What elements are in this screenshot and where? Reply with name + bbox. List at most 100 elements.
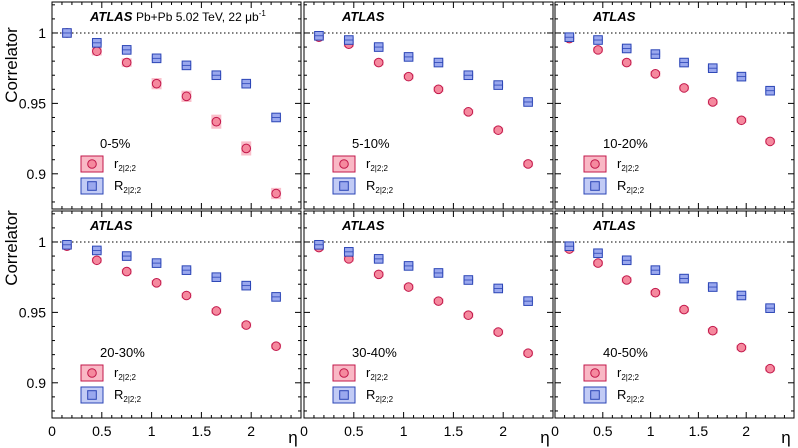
legend-main: r (617, 365, 622, 380)
legend-main: R (617, 387, 626, 402)
point-r (403, 282, 414, 292)
x-tick-label: 0.5 (92, 423, 112, 439)
legend-sub: 2|2;2 (123, 395, 141, 404)
legend-label-r: r2|2;2 (617, 156, 640, 173)
x-tick-label: 1.5 (689, 423, 709, 439)
legend-marker-r (87, 159, 97, 169)
legend-label-R: R2|2;2 (114, 387, 142, 404)
legend-marker-R (87, 390, 97, 400)
centrality-label: 30-40% (352, 345, 397, 360)
legend-marker-R (339, 181, 349, 191)
x-tick-label: 0 (300, 423, 308, 439)
point-r (593, 258, 603, 268)
panel-frame (554, 210, 795, 419)
y-tick-label: 1 (38, 25, 46, 41)
x-axis-title: η (288, 428, 297, 447)
point-r (765, 363, 775, 374)
atlas-label: ATLAS (341, 218, 385, 233)
atlas-label: ATLAS (592, 218, 636, 233)
point-r (271, 188, 281, 199)
point-r (650, 69, 661, 79)
luminosity-exponent: -1 (259, 9, 267, 18)
point-r (181, 91, 192, 102)
legend-label-R: R2|2;2 (617, 178, 645, 195)
x-tick-label: 0 (551, 423, 559, 439)
atlas-label: ATLAS (89, 218, 133, 233)
atlas-label: ATLAS (592, 9, 636, 24)
atlas-label: ATLAS (89, 9, 133, 24)
point-r (765, 136, 775, 147)
centrality-label: 40-50% (603, 345, 648, 360)
point-r (403, 71, 414, 82)
collision-label: Pb+Pb 5.02 TeV, 22 μb-1 (136, 9, 266, 24)
legend-label-r: r2|2;2 (366, 156, 389, 173)
legend-marker-r (339, 159, 349, 169)
centrality-label: 10-20% (603, 136, 648, 151)
legend-sub: 2|2;2 (621, 164, 639, 173)
point-r (121, 266, 132, 277)
centrality-label: 5-10% (352, 136, 390, 151)
point-r (151, 278, 162, 288)
panel-frame (303, 210, 554, 419)
legend-sub: 2|2;2 (626, 186, 644, 195)
legend-label-r: r2|2;2 (366, 365, 389, 382)
legend-main: R (366, 387, 375, 402)
centrality-label: 20-30% (100, 345, 145, 360)
legend-label-r: r2|2;2 (114, 156, 137, 173)
point-r (523, 348, 533, 359)
x-tick-label: 1 (400, 423, 408, 439)
x-axis-title: η (781, 428, 790, 447)
x-tick-label: 0.5 (344, 423, 364, 439)
panel-frame (51, 210, 302, 419)
point-r (736, 342, 747, 353)
legend-label-R: R2|2;2 (617, 387, 645, 404)
atlas-label: ATLAS (341, 9, 385, 24)
panel-5-10pct: ATLAS 5-10% r2|2;2 R2|2;2 (303, 1, 554, 210)
point-r (211, 306, 222, 316)
point-r (650, 287, 661, 298)
point-r (707, 325, 718, 336)
y-tick-label: 0.95 (19, 95, 46, 111)
legend-sub: 2|2;2 (370, 164, 388, 173)
legend-sub: 2|2;2 (626, 395, 644, 404)
point-r (181, 290, 192, 301)
x-axis-title: η (540, 428, 549, 447)
x-tick-label: 0 (48, 423, 56, 439)
point-r (463, 107, 474, 117)
point-r (493, 327, 504, 337)
legend-marker-R (339, 390, 349, 400)
legend-marker-R (590, 390, 600, 400)
collision-text: Pb+Pb 5.02 TeV, 22 μb (136, 10, 259, 24)
point-r (211, 116, 222, 127)
centrality-label: 0-5% (100, 136, 131, 151)
point-r (679, 304, 689, 315)
point-r (523, 159, 533, 169)
legend-label-R: R2|2;2 (366, 178, 394, 195)
y-axis-title-bottom: Correlator (2, 210, 21, 286)
panel-0-5pct: 0.9 0.95 1 ATLAS Pb+Pb 5.02 TeV, 22 μb-1 0-5%… (19, 1, 302, 210)
legend-main: R (114, 387, 123, 402)
x-tick-label: 2 (499, 423, 507, 439)
legend-marker-R (87, 181, 97, 191)
legend-label-R: R2|2;2 (114, 178, 142, 195)
legend-label-R: R2|2;2 (366, 387, 394, 404)
x-tick-label: 1 (148, 423, 156, 439)
point-r (92, 255, 102, 266)
y-tick-label: 0.95 (19, 304, 46, 320)
point-r (151, 78, 162, 89)
point-r (707, 97, 718, 107)
x-tick-label: 1 (647, 423, 655, 439)
legend-main: R (617, 178, 626, 193)
legend-marker-r (87, 368, 97, 378)
point-r (679, 83, 689, 93)
x-tick-label: 1.5 (444, 423, 464, 439)
y-tick-label: 0.9 (27, 375, 47, 391)
legend-main: r (114, 365, 119, 380)
legend-sub: 2|2;2 (118, 373, 136, 382)
point-r (241, 143, 252, 154)
legend-main: r (114, 156, 119, 171)
legend-label-r: r2|2;2 (617, 365, 640, 382)
